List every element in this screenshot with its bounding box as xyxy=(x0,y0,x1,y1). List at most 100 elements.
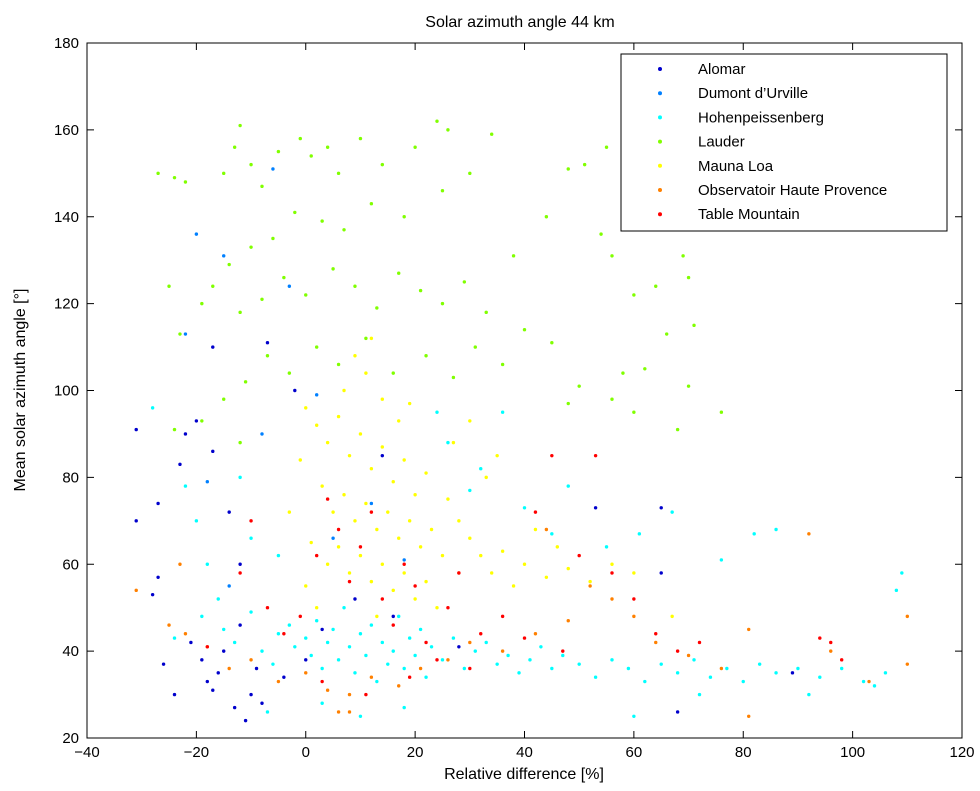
data-point xyxy=(293,645,297,649)
data-point xyxy=(451,375,456,380)
data-point xyxy=(194,419,199,423)
data-point xyxy=(533,632,538,636)
legend: Alomar Dumont d’Urville Hohenpeissenberg La… xyxy=(620,53,948,232)
data-point xyxy=(331,536,335,540)
data-point xyxy=(358,545,363,549)
data-point xyxy=(610,597,614,601)
legend-label: Mauna Loa xyxy=(698,158,774,175)
data-point xyxy=(457,645,461,649)
data-point xyxy=(172,175,177,180)
data-point xyxy=(790,671,795,675)
data-point xyxy=(610,571,614,575)
data-point xyxy=(205,679,210,684)
data-point xyxy=(380,162,385,167)
data-point xyxy=(670,510,674,514)
data-point xyxy=(533,527,538,532)
data-point xyxy=(287,284,292,288)
data-point xyxy=(194,519,199,523)
data-point xyxy=(320,484,324,488)
data-point xyxy=(386,662,390,666)
data-point xyxy=(522,636,527,640)
data-points xyxy=(134,119,910,723)
data-point xyxy=(686,384,691,388)
data-point xyxy=(249,610,253,614)
data-point xyxy=(172,636,177,640)
data-point xyxy=(183,432,188,436)
data-point xyxy=(402,458,406,462)
data-point xyxy=(172,692,177,697)
data-point xyxy=(577,662,581,666)
data-point xyxy=(511,254,516,258)
data-point xyxy=(265,605,270,610)
data-point xyxy=(654,640,658,645)
data-point xyxy=(353,671,357,675)
data-point xyxy=(686,653,691,658)
data-point xyxy=(314,553,319,558)
data-point xyxy=(643,367,647,371)
data-point xyxy=(249,692,253,697)
data-point xyxy=(150,406,155,410)
data-point xyxy=(276,679,281,684)
data-point xyxy=(484,475,488,480)
data-point xyxy=(194,232,199,236)
data-point xyxy=(675,427,680,432)
data-point xyxy=(227,666,231,671)
data-point xyxy=(314,619,319,623)
data-point xyxy=(659,571,663,575)
data-point xyxy=(336,658,341,662)
data-point xyxy=(632,293,636,297)
data-point xyxy=(440,658,445,662)
data-point xyxy=(708,675,713,679)
data-point xyxy=(446,440,450,445)
data-point xyxy=(643,679,647,684)
data-point xyxy=(304,406,308,410)
data-point xyxy=(298,614,302,619)
data-point xyxy=(375,679,379,684)
data-point xyxy=(861,679,866,684)
data-point xyxy=(397,536,401,540)
data-point xyxy=(232,145,237,149)
y-tick-label: 60 xyxy=(62,556,79,573)
data-point xyxy=(479,466,483,471)
data-point xyxy=(506,653,510,658)
data-point xyxy=(610,397,614,401)
data-point xyxy=(818,636,822,640)
data-point xyxy=(561,649,565,653)
data-point xyxy=(211,284,215,288)
data-point xyxy=(380,445,385,449)
legend-marker xyxy=(658,115,662,120)
data-point xyxy=(336,527,341,532)
data-point xyxy=(364,501,368,506)
x-tick-label: 100 xyxy=(840,744,865,761)
data-point xyxy=(183,484,188,488)
data-point xyxy=(260,184,264,189)
data-point xyxy=(593,453,598,458)
data-point xyxy=(517,671,521,675)
data-point xyxy=(446,605,450,610)
data-point xyxy=(342,388,346,393)
data-point xyxy=(364,653,368,658)
data-point xyxy=(238,623,242,627)
data-point xyxy=(566,566,570,571)
data-point xyxy=(222,397,226,401)
data-point xyxy=(413,493,417,497)
data-point xyxy=(391,480,395,484)
data-point xyxy=(468,536,472,540)
data-point xyxy=(522,506,527,510)
data-point xyxy=(293,210,297,215)
data-point xyxy=(260,649,264,653)
data-point xyxy=(402,562,406,566)
data-point xyxy=(342,228,346,232)
data-point xyxy=(222,254,226,258)
data-point xyxy=(183,180,188,184)
data-point xyxy=(418,545,423,549)
data-point xyxy=(375,527,379,532)
data-point xyxy=(254,666,259,671)
data-point xyxy=(331,627,335,632)
y-tick-label: 140 xyxy=(54,209,79,226)
x-axis: −40 −20 0 20 40 60 80 100 120 xyxy=(74,43,975,761)
data-point xyxy=(265,341,270,345)
data-point xyxy=(238,440,242,445)
data-point xyxy=(249,519,253,523)
y-tick-label: 40 xyxy=(62,643,79,660)
